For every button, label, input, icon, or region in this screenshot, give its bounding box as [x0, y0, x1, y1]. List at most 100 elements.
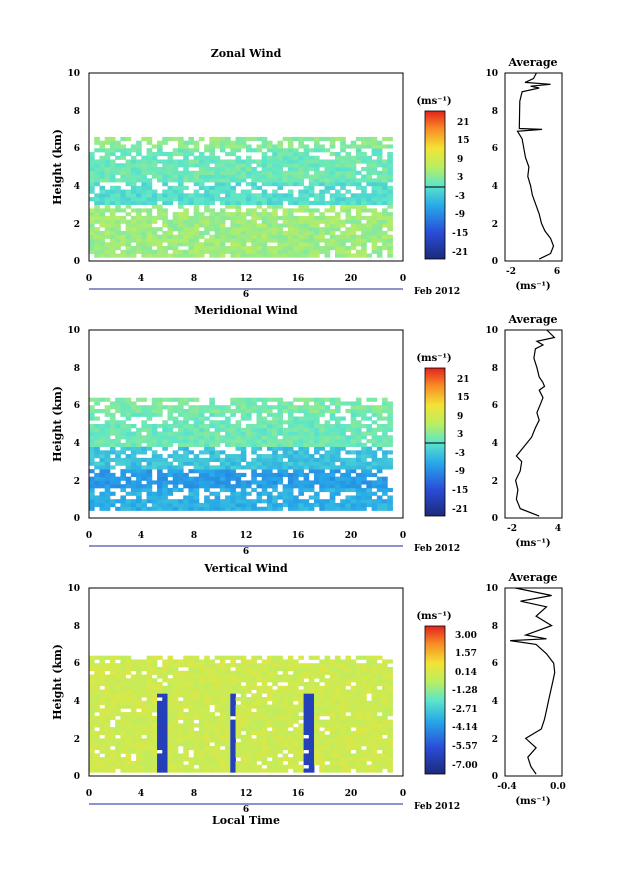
heatmap-cell: [99, 155, 106, 160]
heatmap-cell: [240, 685, 247, 690]
heatmap-cell: [115, 397, 121, 402]
heatmap-cell: [261, 465, 268, 470]
heatmap-cell: [246, 723, 252, 728]
heatmap-cell: [235, 234, 242, 239]
heatmap-cell: [177, 659, 184, 664]
heatmap-cell: [109, 476, 116, 481]
heatmap-cell: [198, 197, 205, 202]
heatmap-cell: [157, 506, 163, 511]
heatmap-cell: [382, 174, 388, 179]
heatmap-cell: [172, 484, 179, 489]
heatmap-cell: [266, 678, 273, 683]
heatmap-cell: [334, 420, 341, 425]
heatmap-cell: [214, 182, 221, 187]
heatmap-cell: [235, 742, 242, 747]
heatmap-cell: [188, 715, 195, 720]
heatmap-cell: [109, 238, 116, 243]
heatmap-cell: [277, 242, 284, 247]
heatmap-cell: [89, 697, 95, 702]
plot-frame-vertical: [88, 587, 404, 777]
heatmap-cell: [314, 249, 320, 254]
heatmap-cell: [204, 697, 210, 702]
heatmap-cell: [334, 708, 341, 713]
heatmap-cell: [198, 416, 205, 421]
heatmap-cell: [334, 768, 341, 773]
heatmap-cell: [115, 682, 121, 687]
heatmap-cell: [303, 727, 310, 732]
colorbar-meridional: [424, 367, 446, 517]
heatmap-cell: [282, 678, 289, 683]
heatmap-cell: [376, 212, 383, 217]
heatmap-cell: [272, 215, 278, 221]
heatmap-cell: [256, 465, 263, 470]
heatmap-cell: [193, 685, 200, 690]
heatmap-cell: [89, 499, 95, 504]
heatmap-cell: [345, 215, 352, 221]
heatmap-cell: [109, 148, 116, 153]
heatmap-cell: [376, 745, 383, 751]
heatmap-cell: [282, 727, 289, 732]
heatmap-cell: [371, 431, 378, 436]
heatmap-cell: [350, 689, 357, 694]
heatmap-cell: [340, 499, 346, 504]
heatmap-cell: [314, 155, 320, 160]
heatmap-cell: [104, 242, 111, 247]
heatmap-cell: [188, 700, 195, 705]
heatmap-cell: [151, 491, 158, 496]
heatmap-cell: [256, 749, 263, 754]
heatmap-cell: [172, 227, 179, 232]
heatmap-cell: [109, 749, 116, 754]
heatmap-cell: [99, 242, 106, 247]
heatmap-cell: [235, 484, 242, 489]
heatmap-cell: [141, 457, 147, 462]
heatmap-cell: [99, 689, 106, 694]
heatmap-cell: [109, 659, 116, 664]
heatmap-cell: [387, 242, 393, 247]
heatmap-cell: [240, 753, 247, 758]
heatmap-cell: [382, 480, 388, 485]
average-profile-zonal: [516, 72, 555, 260]
heatmap-cell: [314, 499, 320, 504]
heatmap-cell: [230, 491, 236, 496]
heatmap-cell: [94, 499, 100, 504]
heatmap-cell: [204, 655, 210, 660]
heatmap-cell: [198, 506, 205, 511]
heatmap-cell: [387, 245, 393, 251]
heatmap-cell: [308, 219, 315, 224]
heatmap-cell: [272, 193, 278, 198]
heatmap-cell: [125, 689, 132, 694]
heatmap-cell: [115, 223, 121, 228]
heatmap-cell: [287, 242, 294, 247]
heatmap-cell: [329, 439, 336, 444]
heatmap-cell: [162, 480, 168, 485]
heatmap-cell: [240, 491, 247, 496]
heatmap-cell: [329, 670, 336, 675]
heatmap-cell: [193, 768, 200, 773]
heatmap-cell: [303, 753, 310, 758]
heatmap-cell: [167, 764, 174, 769]
heatmap-cell: [319, 230, 325, 236]
heatmap-cell: [376, 416, 383, 421]
heatmap-cell: [167, 155, 174, 160]
heatmap-cell: [251, 465, 257, 470]
heatmap-cell: [298, 155, 304, 160]
heatmap-cell: [198, 170, 205, 175]
heatmap-cell: [314, 446, 320, 451]
heatmap-cell: [371, 148, 378, 153]
heatmap-cell: [94, 450, 100, 455]
heatmap-cell: [376, 439, 383, 444]
heatmap-cell: [177, 723, 184, 728]
heatmap-cell: [193, 249, 200, 254]
heatmap-cell: [193, 663, 200, 668]
heatmap-cell: [157, 197, 163, 202]
heatmap-cell: [277, 693, 284, 698]
heatmap-cell: [115, 757, 121, 762]
heatmap-cell: [277, 738, 284, 743]
heatmap-cell: [319, 197, 325, 202]
heatmap-cell: [104, 674, 111, 679]
heatmap-cell: [272, 189, 278, 194]
heatmap-cell: [172, 670, 179, 675]
heatmap-cell: [251, 242, 257, 247]
heatmap-cell: [172, 212, 179, 217]
heatmap-cell: [261, 136, 268, 142]
